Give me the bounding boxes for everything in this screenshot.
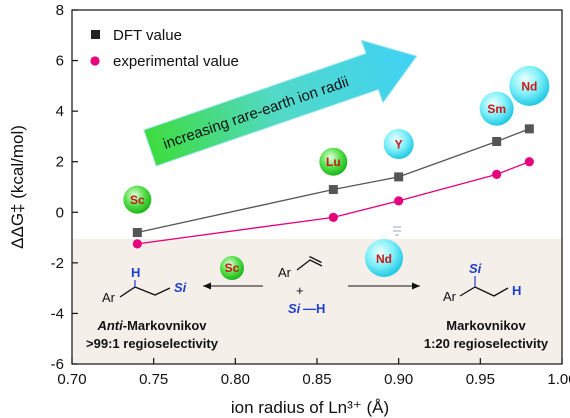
- legend: DFT value experimental value: [90, 27, 239, 70]
- experimental-point: [394, 196, 404, 206]
- element-bubble-y: [383, 129, 414, 160]
- element-label-sc: Sc: [130, 193, 145, 207]
- trend-arrow: increasing rare-earth ion radii: [143, 39, 418, 167]
- right-product-h: H: [512, 283, 521, 298]
- element-bubbles: Sc Lu Y Sm Nd: [123, 65, 550, 214]
- scheme-right-catalyst-bubble: [365, 239, 403, 277]
- y-tick-label: 4: [56, 103, 64, 120]
- scheme-center-si: Si: [288, 301, 301, 316]
- right-caption: Markovnikov: [446, 318, 526, 333]
- y-axis-title: ΔΔG‡ (kcal/mol): [8, 125, 27, 249]
- left-product-h: H: [131, 265, 140, 280]
- left-product-ar: Ar: [102, 290, 116, 305]
- y-tick-label: -4: [51, 305, 64, 322]
- y-tick-label: -2: [51, 255, 64, 272]
- reaction-scheme: Ar + Si —H Sc Nd Ar H Si Ar Si H Anti-Ma…: [86, 226, 549, 351]
- y-tick-label: 2: [56, 154, 64, 171]
- element-label-sm: Sm: [487, 102, 506, 116]
- axes: 0.70 0.75 0.80 0.85 0.90 0.95 1.00 -6 -4 -2 0 2 4 6 8: [51, 2, 570, 388]
- legend-label-exp: experimental value: [113, 53, 239, 70]
- element-bubble-sm: [479, 91, 514, 126]
- right-product-si: Si: [469, 261, 482, 276]
- right-product-chain: [459, 286, 509, 297]
- right-product-ar: Ar: [443, 289, 457, 304]
- trend-arrow-text: increasing rare-earth ion radii: [161, 73, 351, 153]
- trend-arrow-body: [143, 39, 418, 167]
- dft-point: [492, 136, 502, 146]
- y-tick-label: 6: [56, 53, 64, 70]
- legend-marker-exp: [90, 56, 100, 66]
- y-tick-label: 0: [56, 204, 64, 221]
- y-tick-label: 8: [56, 2, 64, 19]
- experimental-point: [492, 169, 502, 179]
- x-tick-label: 1.00: [547, 371, 570, 388]
- legend-label-dft: DFT value: [113, 27, 182, 44]
- right-selectivity: 1:20 regioselectivity: [424, 336, 549, 351]
- dft-point: [328, 185, 338, 195]
- experimental-point: [132, 239, 142, 249]
- series-layer: [132, 124, 534, 249]
- x-axis-title: ion radius of Ln³⁺ (Å): [231, 398, 389, 417]
- element-label-lu: Lu: [326, 155, 341, 169]
- scheme-right-catalyst-hint: [393, 226, 401, 236]
- scheme-center-alkene: [296, 259, 323, 271]
- trend-arrow-shape: increasing rare-earth ion radii: [143, 39, 418, 167]
- element-bubble-sc: [123, 185, 152, 214]
- left-caption: Anti-Markovnikov: [96, 318, 207, 333]
- y-tick-label: -6: [51, 356, 64, 373]
- experimental-point: [524, 157, 534, 167]
- dft-point: [394, 172, 404, 182]
- scheme-left-catalyst-label: Sc: [225, 261, 240, 275]
- left-product-chain: [119, 286, 171, 298]
- left-product-si: Si: [174, 280, 187, 295]
- x-tick-label: 0.85: [302, 371, 331, 388]
- scheme-right-catalyst-label: Nd: [376, 252, 392, 266]
- dft-point: [132, 228, 142, 238]
- scheme-plus: +: [296, 283, 304, 298]
- element-bubble-nd: [509, 65, 550, 106]
- scheme-left-catalyst-bubble: [220, 256, 244, 280]
- legend-marker-dft: [91, 30, 100, 39]
- x-tick-label: 0.90: [384, 371, 413, 388]
- x-tick-label: 0.70: [57, 371, 86, 388]
- x-tick-label: 0.75: [139, 371, 168, 388]
- dft-point: [524, 124, 534, 134]
- element-label-y: Y: [395, 138, 403, 152]
- element-label-nd: Nd: [521, 79, 537, 93]
- experimental-point: [328, 212, 338, 222]
- scheme-center-sih: —H: [303, 301, 325, 316]
- left-selectivity: >99:1 regioselectivity: [86, 336, 219, 351]
- element-bubble-lu: [319, 147, 348, 176]
- x-tick-label: 0.95: [466, 371, 495, 388]
- scheme-center-ar: Ar: [278, 265, 292, 280]
- x-tick-label: 0.80: [221, 371, 250, 388]
